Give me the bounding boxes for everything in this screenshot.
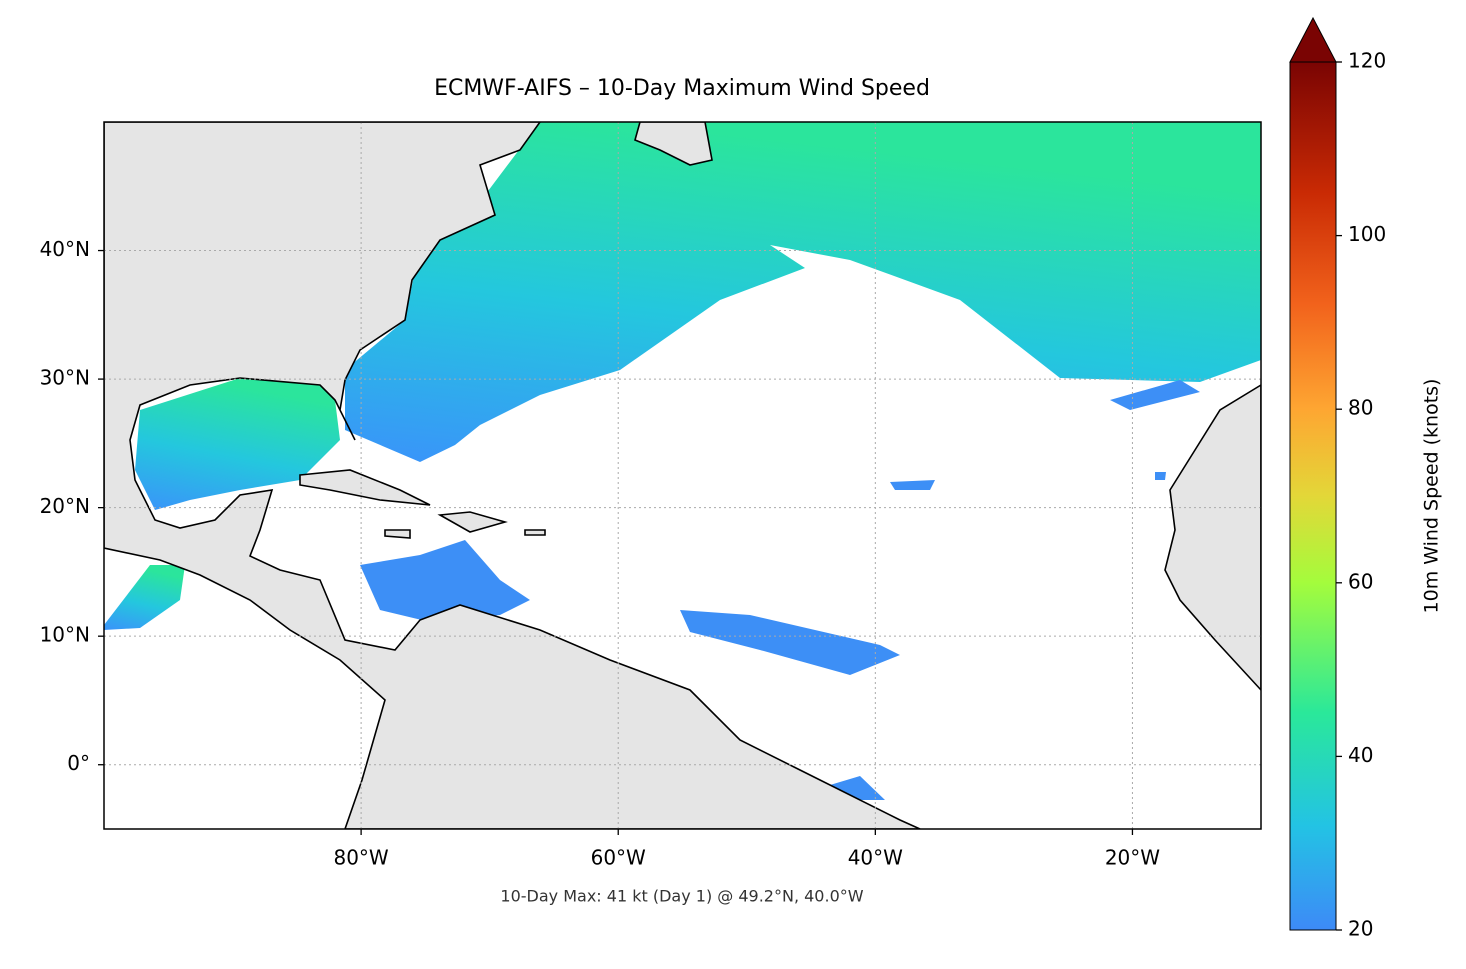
island bbox=[299, 469, 431, 506]
colorbar-tick-label: 80 bbox=[1348, 396, 1373, 420]
colorbar-tick-label: 20 bbox=[1348, 917, 1373, 941]
wind-field bbox=[104, 122, 1261, 800]
y-tick-label: 20°N bbox=[40, 494, 90, 518]
continent bbox=[1164, 384, 1261, 692]
wind-region bbox=[135, 378, 340, 510]
continent bbox=[104, 122, 921, 829]
island bbox=[384, 511, 546, 539]
x-tick-label: 60°W bbox=[591, 846, 646, 870]
colorbar-tick-label: 40 bbox=[1348, 743, 1373, 767]
colorbar-tick-label: 120 bbox=[1348, 49, 1386, 73]
y-tick-label: 40°N bbox=[40, 237, 90, 261]
island bbox=[634, 122, 713, 166]
map-title: ECMWF-AIFS – 10-Day Maximum Wind Speed bbox=[434, 76, 930, 101]
wind-region bbox=[345, 122, 1261, 462]
footnote: 10-Day Max: 41 kt (Day 1) @ 49.2°N, 40.0… bbox=[500, 887, 863, 906]
x-tick-label: 40°W bbox=[848, 846, 903, 870]
wind-region bbox=[360, 540, 530, 622]
wind-region bbox=[830, 380, 1200, 800]
x-tick-label: 80°W bbox=[333, 846, 388, 870]
colorbar-extension bbox=[1289, 16, 1337, 63]
x-tick-label: 20°W bbox=[1105, 846, 1160, 870]
colorbar bbox=[1289, 61, 1337, 931]
y-tick-label: 10°N bbox=[40, 623, 90, 647]
map-frame bbox=[103, 121, 1262, 830]
land bbox=[104, 122, 1261, 829]
colorbar-label: 10m Wind Speed (knots) bbox=[1421, 379, 1443, 614]
wind-region bbox=[104, 565, 185, 630]
y-tick-label: 0° bbox=[67, 751, 90, 775]
colorbar-tick-label: 60 bbox=[1348, 569, 1373, 593]
colorbar-tick-label: 100 bbox=[1348, 222, 1386, 246]
wind-region bbox=[680, 610, 900, 675]
map-area bbox=[104, 122, 1261, 829]
y-tick-label: 30°N bbox=[40, 366, 90, 390]
